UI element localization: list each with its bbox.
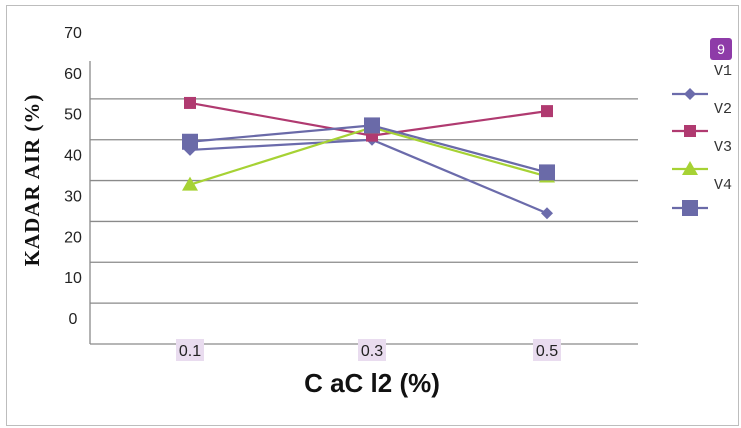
x-axis-label: C aC l2 (%) bbox=[304, 368, 440, 398]
y-axis-label: KADAR AIR (%) bbox=[20, 94, 44, 267]
y-tick-label: 30 bbox=[64, 188, 82, 205]
series-line-v1 bbox=[189, 138, 548, 215]
legend: V1 V2 V3 V4 bbox=[672, 63, 732, 216]
y-tick-label: 40 bbox=[64, 148, 82, 165]
y-tick-label: 50 bbox=[64, 107, 82, 124]
y-tick-labels: 0 10 20 30 40 50 60 70 bbox=[64, 25, 82, 328]
data-point-v2 bbox=[541, 105, 553, 118]
y-tick-label: 0 bbox=[69, 311, 78, 328]
legend-label-v4: V4 bbox=[714, 177, 732, 194]
x-tick-label: 0.1 bbox=[179, 343, 201, 360]
x-tick-labels: 0.1 0.3 0.5 bbox=[176, 339, 561, 361]
legend-marker-v1 bbox=[684, 88, 696, 100]
data-point-v4 bbox=[182, 133, 198, 150]
gridlines bbox=[89, 61, 638, 345]
series-markers bbox=[182, 96, 555, 220]
data-point-v1 bbox=[541, 207, 553, 220]
legend-marker-v3 bbox=[682, 161, 698, 175]
legend-marker-v4 bbox=[682, 200, 698, 216]
x-tick-label: 0.3 bbox=[361, 343, 383, 360]
data-point-v3 bbox=[182, 176, 198, 191]
legend-marker-v2 bbox=[684, 125, 696, 137]
page-badge-text: 9 bbox=[717, 41, 725, 57]
x-tick-highlight bbox=[176, 339, 204, 361]
y-tick-label: 20 bbox=[64, 229, 82, 246]
legend-label-v2: V2 bbox=[714, 101, 732, 118]
data-point-v2 bbox=[184, 96, 196, 109]
page-badge-box bbox=[710, 38, 732, 60]
legend-label-v1: V1 bbox=[714, 63, 732, 80]
y-tick-label: 60 bbox=[64, 66, 82, 83]
data-point-v4 bbox=[539, 164, 555, 181]
y-tick-label: 70 bbox=[64, 25, 82, 42]
x-tick-highlight bbox=[358, 339, 386, 361]
data-point-v4 bbox=[364, 117, 380, 134]
x-tick-label: 0.5 bbox=[536, 343, 558, 360]
page-badge: 9 bbox=[710, 38, 732, 60]
y-tick-label: 10 bbox=[64, 270, 82, 287]
legend-label-v3: V3 bbox=[714, 139, 732, 156]
x-tick-highlight bbox=[533, 339, 561, 361]
